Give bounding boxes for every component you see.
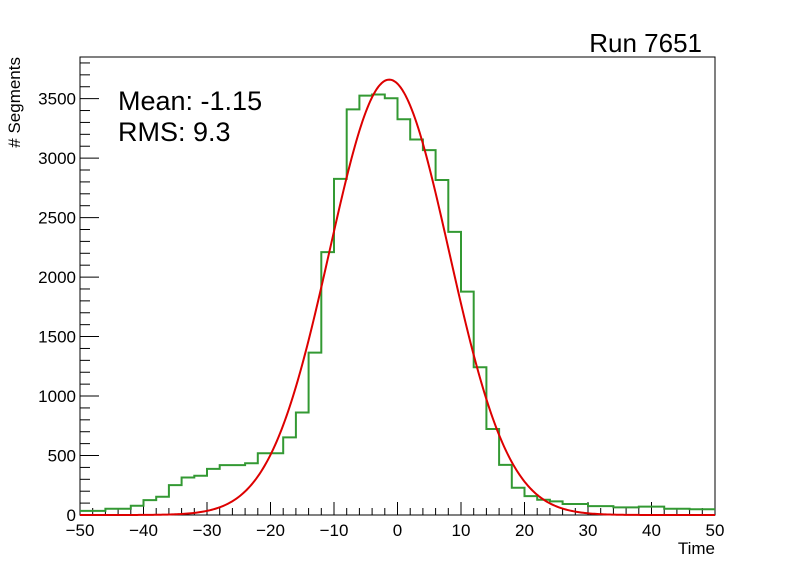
x-tick-label: 0 — [393, 521, 402, 540]
x-tick-label: 20 — [515, 521, 534, 540]
y-tick-label: 3000 — [38, 149, 76, 168]
x-tick-label: −40 — [129, 521, 158, 540]
stats-rms: RMS: 9.3 — [118, 117, 231, 147]
y-tick-label: 3500 — [38, 90, 76, 109]
chart-title: Run 7651 — [589, 28, 702, 58]
x-tick-label: −30 — [193, 521, 222, 540]
y-tick-label: 0 — [67, 506, 76, 525]
x-tick-label: 10 — [452, 521, 471, 540]
y-tick-label: 1500 — [38, 328, 76, 347]
x-tick-label: −20 — [256, 521, 285, 540]
y-tick-label: 500 — [48, 447, 76, 466]
x-tick-label: −50 — [66, 521, 95, 540]
y-tick-label: 2500 — [38, 209, 76, 228]
y-tick-label: 1000 — [38, 387, 76, 406]
x-tick-label: 50 — [706, 521, 725, 540]
y-tick-labels: 0 500 1000 1500 2000 2500 3000 3500 — [38, 90, 76, 525]
x-axis-label: Time — [678, 539, 715, 558]
gaussian-fit-curve — [80, 78, 715, 516]
y-axis-label: # Segments — [5, 57, 24, 148]
histogram-series — [80, 93, 715, 512]
x-tick-label: −10 — [320, 521, 349, 540]
y-tick-label: 2000 — [38, 268, 76, 287]
x-tick-labels: −50 −40 −30 −20 −10 0 10 20 30 40 50 — [66, 521, 725, 540]
x-tick-label: 40 — [642, 521, 661, 540]
x-tick-label: 30 — [579, 521, 598, 540]
stats-mean: Mean: -1.15 — [118, 86, 262, 116]
